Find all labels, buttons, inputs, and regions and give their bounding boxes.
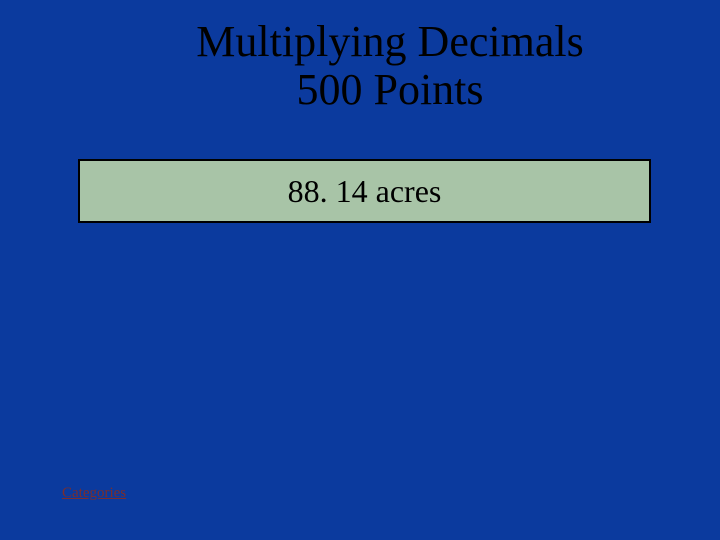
categories-link[interactable]: Categories [62,485,126,502]
answer-text: 88. 14 acres [288,173,442,210]
answer-box: 88. 14 acres [78,159,651,223]
title-line2: 500 Points [60,66,720,114]
title-container: Multiplying Decimals 500 Points [0,0,720,115]
title-line1: Multiplying Decimals [60,18,720,66]
